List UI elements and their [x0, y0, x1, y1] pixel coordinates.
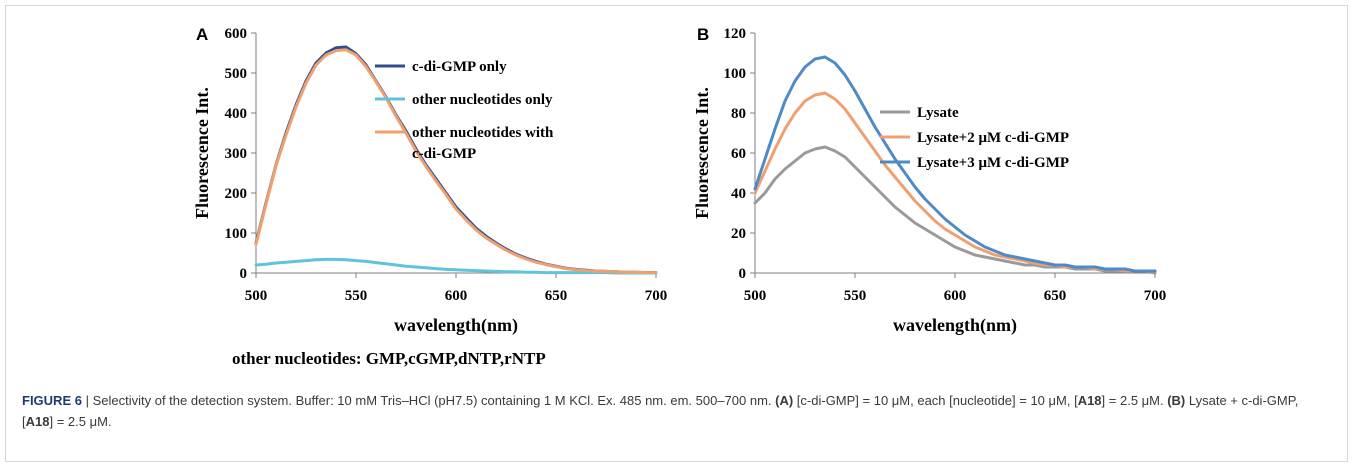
- caption-part-a-text-1: [c-di-GMP] = 10 μM, each [nucleotide] = …: [793, 393, 1078, 408]
- figure-label: FIGURE 6: [22, 393, 82, 408]
- y-tick-label: 300: [225, 146, 248, 162]
- y-tick-label: 500: [225, 66, 248, 82]
- x-axis-label-b: wavelength(nm): [893, 315, 1017, 336]
- x-tick-label: 650: [545, 288, 568, 304]
- y-tick-label: 60: [731, 146, 746, 162]
- series-line-a-3: [254, 48, 658, 275]
- panel-letter-b: B: [697, 25, 709, 44]
- legend-label: Lysate: [917, 105, 959, 121]
- y-tick-label: 120: [724, 26, 747, 42]
- y-tick-label: 40: [731, 186, 746, 202]
- panel-b-chart: 0 20 40 60 80 100 120 500 550 600 650 700 wavelength…: [692, 25, 1166, 336]
- legend-label: other nucleotides only: [412, 92, 553, 108]
- x-tick-label: 700: [1144, 288, 1167, 304]
- x-tick-label: 500: [744, 288, 767, 304]
- caption-part-b-text-1: Lysate + c-di-GMP, [: [22, 393, 1299, 429]
- caption-separator: |: [81, 393, 93, 408]
- y-tick-label: 0: [739, 266, 747, 282]
- caption-part-a-label: (A): [775, 393, 794, 408]
- panel-a-chart: 0 100 200 300 400 500 600 500 550 600 650 700 wavele…: [192, 25, 667, 336]
- y-tick-label: 100: [225, 226, 248, 242]
- y-tick-label: 0: [240, 266, 248, 282]
- legend-label: Lysate+3 μM c-di-GMP: [917, 155, 1069, 171]
- caption-part-a-bold: A18: [1077, 393, 1102, 408]
- y-tick-label: 20: [731, 226, 746, 242]
- series-line-b-3: [753, 55, 1157, 273]
- x-tick-label: 600: [445, 288, 468, 304]
- legend-label: Lysate+2 μM c-di-GMP: [917, 130, 1069, 146]
- y-tick-label: 600: [225, 26, 248, 42]
- x-tick-label: 550: [844, 288, 867, 304]
- caption-part-b-text-2: ] = 2.5 μM.: [49, 414, 112, 429]
- nucleotide-note: other nucleotides: GMP,cGMP,dNTP,rNTP: [232, 349, 546, 368]
- x-tick-label: 700: [645, 288, 668, 304]
- caption-intro: Selectivity of the detection system. Buf…: [92, 393, 776, 408]
- x-tick-label: 650: [1044, 288, 1067, 304]
- figure-caption: FIGURE 6 | Selectivity of the detection …: [22, 390, 1327, 432]
- panel-letter-a: A: [196, 25, 208, 44]
- legend-label: other nucleotides with: [412, 125, 554, 141]
- legend-label: c-di-GMP: [412, 146, 476, 162]
- figure-frame: [5, 5, 1348, 462]
- caption-part-a-text-2: ] = 2.5 μM.: [1101, 393, 1168, 408]
- x-axis-label-a: wavelength(nm): [394, 315, 518, 336]
- y-axis-label-b: Fluorescence Int.: [692, 87, 712, 219]
- caption-part-b-bold: A18: [25, 414, 50, 429]
- y-tick-label: 400: [225, 106, 248, 122]
- legend-label: c-di-GMP only: [412, 59, 507, 75]
- x-tick-label: 550: [345, 288, 368, 304]
- y-tick-label: 100: [724, 66, 747, 82]
- y-tick-label: 200: [225, 186, 248, 202]
- x-tick-label: 600: [944, 288, 967, 304]
- caption-part-b-label: (B): [1167, 393, 1186, 408]
- series-line-a-2: [254, 257, 658, 275]
- x-tick-label: 500: [245, 288, 268, 304]
- y-axis-label-a: Fluorescence Int.: [192, 87, 212, 219]
- y-tick-label: 80: [731, 106, 746, 122]
